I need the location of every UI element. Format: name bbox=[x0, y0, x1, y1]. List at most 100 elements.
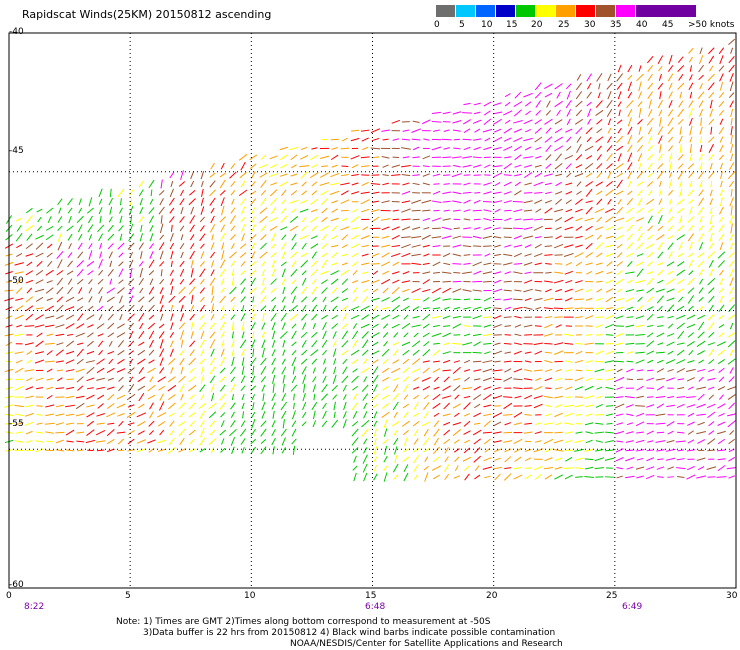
wind-barb bbox=[554, 386, 563, 390]
wind-barb bbox=[190, 180, 195, 188]
wind-barb bbox=[646, 377, 655, 382]
wind-barb bbox=[482, 200, 492, 203]
wind-barb bbox=[160, 269, 163, 277]
wind-barb bbox=[605, 386, 614, 390]
wind-barb bbox=[241, 393, 245, 401]
wind-barb bbox=[494, 227, 501, 230]
wind-barb bbox=[575, 369, 583, 372]
wind-barb bbox=[626, 351, 633, 355]
wind-barb bbox=[341, 305, 349, 312]
wind-barb bbox=[342, 411, 347, 419]
wind-barb bbox=[698, 197, 705, 206]
wind-barb bbox=[291, 356, 297, 367]
wind-barb bbox=[260, 286, 267, 295]
wind-barb bbox=[25, 296, 34, 303]
wind-barb bbox=[443, 183, 450, 185]
wind-barb bbox=[676, 349, 685, 356]
wind-barb bbox=[259, 251, 268, 259]
wind-barb bbox=[728, 55, 735, 64]
wind-barb bbox=[138, 189, 144, 197]
wind-barb bbox=[659, 116, 662, 127]
wind-barb bbox=[730, 108, 734, 118]
wind-barb bbox=[281, 251, 286, 259]
wind-barb bbox=[698, 359, 704, 364]
wind-barb bbox=[98, 296, 103, 303]
wind-barb bbox=[240, 278, 247, 285]
wind-barb bbox=[628, 180, 632, 188]
wind-barb bbox=[659, 91, 662, 100]
wind-barb bbox=[127, 367, 135, 374]
wind-barb bbox=[585, 360, 593, 363]
wind-barb bbox=[392, 341, 399, 346]
wind-barb bbox=[708, 118, 715, 125]
wind-barb bbox=[128, 278, 135, 285]
wind-barb bbox=[463, 413, 471, 417]
wind-barb bbox=[636, 181, 644, 187]
wind-barb bbox=[594, 457, 605, 462]
wind-barb bbox=[97, 305, 104, 311]
wind-barb bbox=[656, 234, 665, 241]
wind-barb bbox=[363, 376, 368, 383]
wind-barb bbox=[689, 125, 693, 136]
wind-barb bbox=[616, 288, 623, 293]
wind-barb bbox=[719, 197, 723, 207]
wind-barb bbox=[576, 74, 582, 81]
wind-barb bbox=[391, 234, 400, 240]
wind-barb bbox=[107, 332, 115, 338]
wind-barb bbox=[504, 119, 511, 124]
wind-barb bbox=[606, 422, 613, 425]
wind-barb bbox=[219, 189, 226, 196]
wind-barb bbox=[564, 431, 573, 434]
wind-barb bbox=[25, 215, 33, 224]
wind-barb bbox=[585, 288, 593, 293]
wind-barb bbox=[656, 449, 665, 452]
wind-barb bbox=[290, 286, 298, 295]
wind-barb bbox=[220, 224, 226, 233]
wind-barb bbox=[370, 128, 381, 134]
wind-barb bbox=[545, 163, 552, 169]
wind-barb bbox=[524, 101, 532, 107]
wind-barb bbox=[698, 225, 704, 232]
wind-barb bbox=[15, 359, 23, 364]
wind-barb bbox=[128, 322, 134, 330]
wind-barb bbox=[585, 127, 593, 135]
wind-barb bbox=[431, 236, 442, 239]
wind-barb bbox=[544, 236, 553, 239]
wind-barb bbox=[625, 324, 635, 328]
wind-barb bbox=[587, 108, 592, 118]
wind-barb bbox=[168, 412, 175, 417]
wind-barb bbox=[168, 402, 176, 410]
wind-barb bbox=[462, 387, 472, 390]
wind-barb bbox=[709, 207, 713, 214]
wind-barb bbox=[44, 342, 55, 345]
wind-barb bbox=[667, 109, 674, 117]
wind-barb bbox=[687, 233, 695, 242]
wind-barb bbox=[126, 411, 136, 418]
wind-barb bbox=[503, 200, 512, 204]
wind-barb bbox=[34, 288, 45, 293]
wind-barb bbox=[382, 377, 390, 382]
wind-barb bbox=[709, 108, 714, 117]
wind-barb bbox=[432, 190, 441, 195]
wind-barb bbox=[452, 119, 462, 124]
legend-swatch bbox=[636, 5, 696, 17]
wind-barb bbox=[282, 349, 286, 356]
wind-barb bbox=[667, 73, 674, 82]
wind-barb bbox=[503, 473, 512, 481]
wind-barb bbox=[159, 287, 164, 294]
wind-barb bbox=[362, 146, 369, 151]
wind-barb bbox=[463, 447, 471, 454]
wind-barb bbox=[431, 217, 442, 222]
wind-barb bbox=[75, 402, 85, 410]
wind-barb bbox=[423, 341, 430, 347]
wind-barb bbox=[585, 225, 593, 231]
wind-barb bbox=[159, 261, 165, 267]
wind-barb bbox=[231, 394, 235, 401]
wind-barb bbox=[667, 368, 674, 372]
wind-barb bbox=[148, 207, 155, 215]
wind-barb bbox=[403, 472, 409, 482]
wind-barb bbox=[88, 287, 93, 294]
legend-swatch bbox=[616, 5, 635, 17]
wind-barb bbox=[474, 474, 481, 480]
wind-barb bbox=[615, 413, 624, 417]
